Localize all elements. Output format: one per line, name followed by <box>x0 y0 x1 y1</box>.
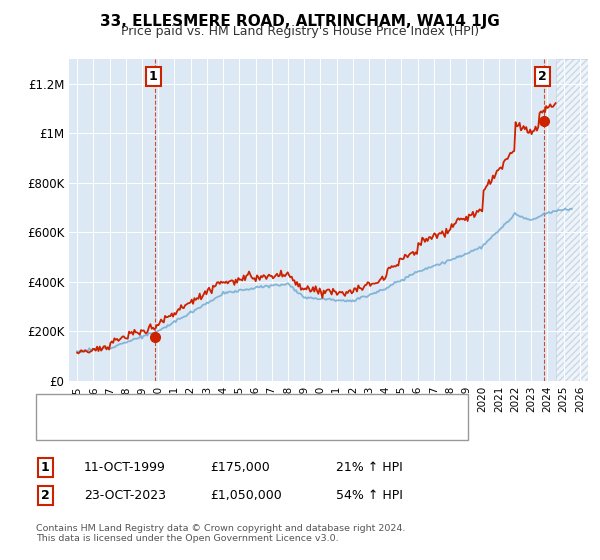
Text: HPI: Average price, detached house, Trafford: HPI: Average price, detached house, Traf… <box>78 422 327 432</box>
Text: Contains HM Land Registry data © Crown copyright and database right 2024.
This d: Contains HM Land Registry data © Crown c… <box>36 524 406 543</box>
Bar <box>556 59 588 381</box>
Text: 21% ↑ HPI: 21% ↑ HPI <box>336 461 403 474</box>
Text: 33, ELLESMERE ROAD, ALTRINCHAM, WA14 1JG: 33, ELLESMERE ROAD, ALTRINCHAM, WA14 1JG <box>100 14 500 29</box>
Text: 23-OCT-2023: 23-OCT-2023 <box>84 489 166 502</box>
Text: 1: 1 <box>41 461 49 474</box>
Text: 11-OCT-1999: 11-OCT-1999 <box>84 461 166 474</box>
Text: Price paid vs. HM Land Registry's House Price Index (HPI): Price paid vs. HM Land Registry's House … <box>121 25 479 38</box>
Text: 2: 2 <box>538 69 547 83</box>
Text: £1,050,000: £1,050,000 <box>210 489 282 502</box>
Text: 1: 1 <box>149 69 157 83</box>
Text: 2: 2 <box>41 489 49 502</box>
Text: 33, ELLESMERE ROAD, ALTRINCHAM, WA14 1JG (detached house): 33, ELLESMERE ROAD, ALTRINCHAM, WA14 1JG… <box>78 402 442 412</box>
Text: £175,000: £175,000 <box>210 461 270 474</box>
Text: 54% ↑ HPI: 54% ↑ HPI <box>336 489 403 502</box>
